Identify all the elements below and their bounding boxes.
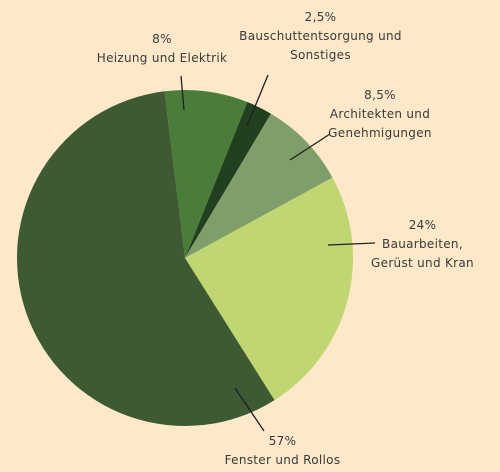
slice-label: 57% Fenster und Rollos <box>210 432 355 470</box>
pie-slice <box>164 90 248 258</box>
slice-label: 8% Heizung und Elektrik <box>82 30 242 68</box>
category-label: Fenster und Rollos <box>224 453 341 467</box>
slice-label: 8,5% Architekten und Genehmigungen <box>305 86 455 143</box>
value-label: 24% <box>408 218 437 232</box>
leader-line <box>289 133 331 161</box>
leader-line <box>327 242 376 246</box>
pie-slice <box>185 177 353 401</box>
value-label: 57% <box>268 434 297 448</box>
value-label: 8% <box>152 32 172 46</box>
category-label: Bauarbeiten, Gerüst und Kran <box>371 237 474 270</box>
pie-slice <box>185 102 272 259</box>
pie-slice <box>185 113 333 259</box>
category-label: Architekten und Genehmigungen <box>328 107 432 140</box>
value-label: 8,5% <box>364 88 396 102</box>
leader-line <box>180 75 185 111</box>
leader-line <box>234 387 265 432</box>
slice-label: 2,5% Bauschuttentsorgung und Sonstiges <box>238 8 403 65</box>
slice-label: 24% Bauarbeiten, Gerüst und Kran <box>360 216 485 273</box>
leader-line <box>246 74 269 127</box>
category-label: Heizung und Elektrik <box>96 51 228 65</box>
pie-slice <box>17 91 275 426</box>
value-label: 2,5% <box>304 10 337 24</box>
category-label: Bauschuttentsorgung und Sonstiges <box>239 29 402 62</box>
